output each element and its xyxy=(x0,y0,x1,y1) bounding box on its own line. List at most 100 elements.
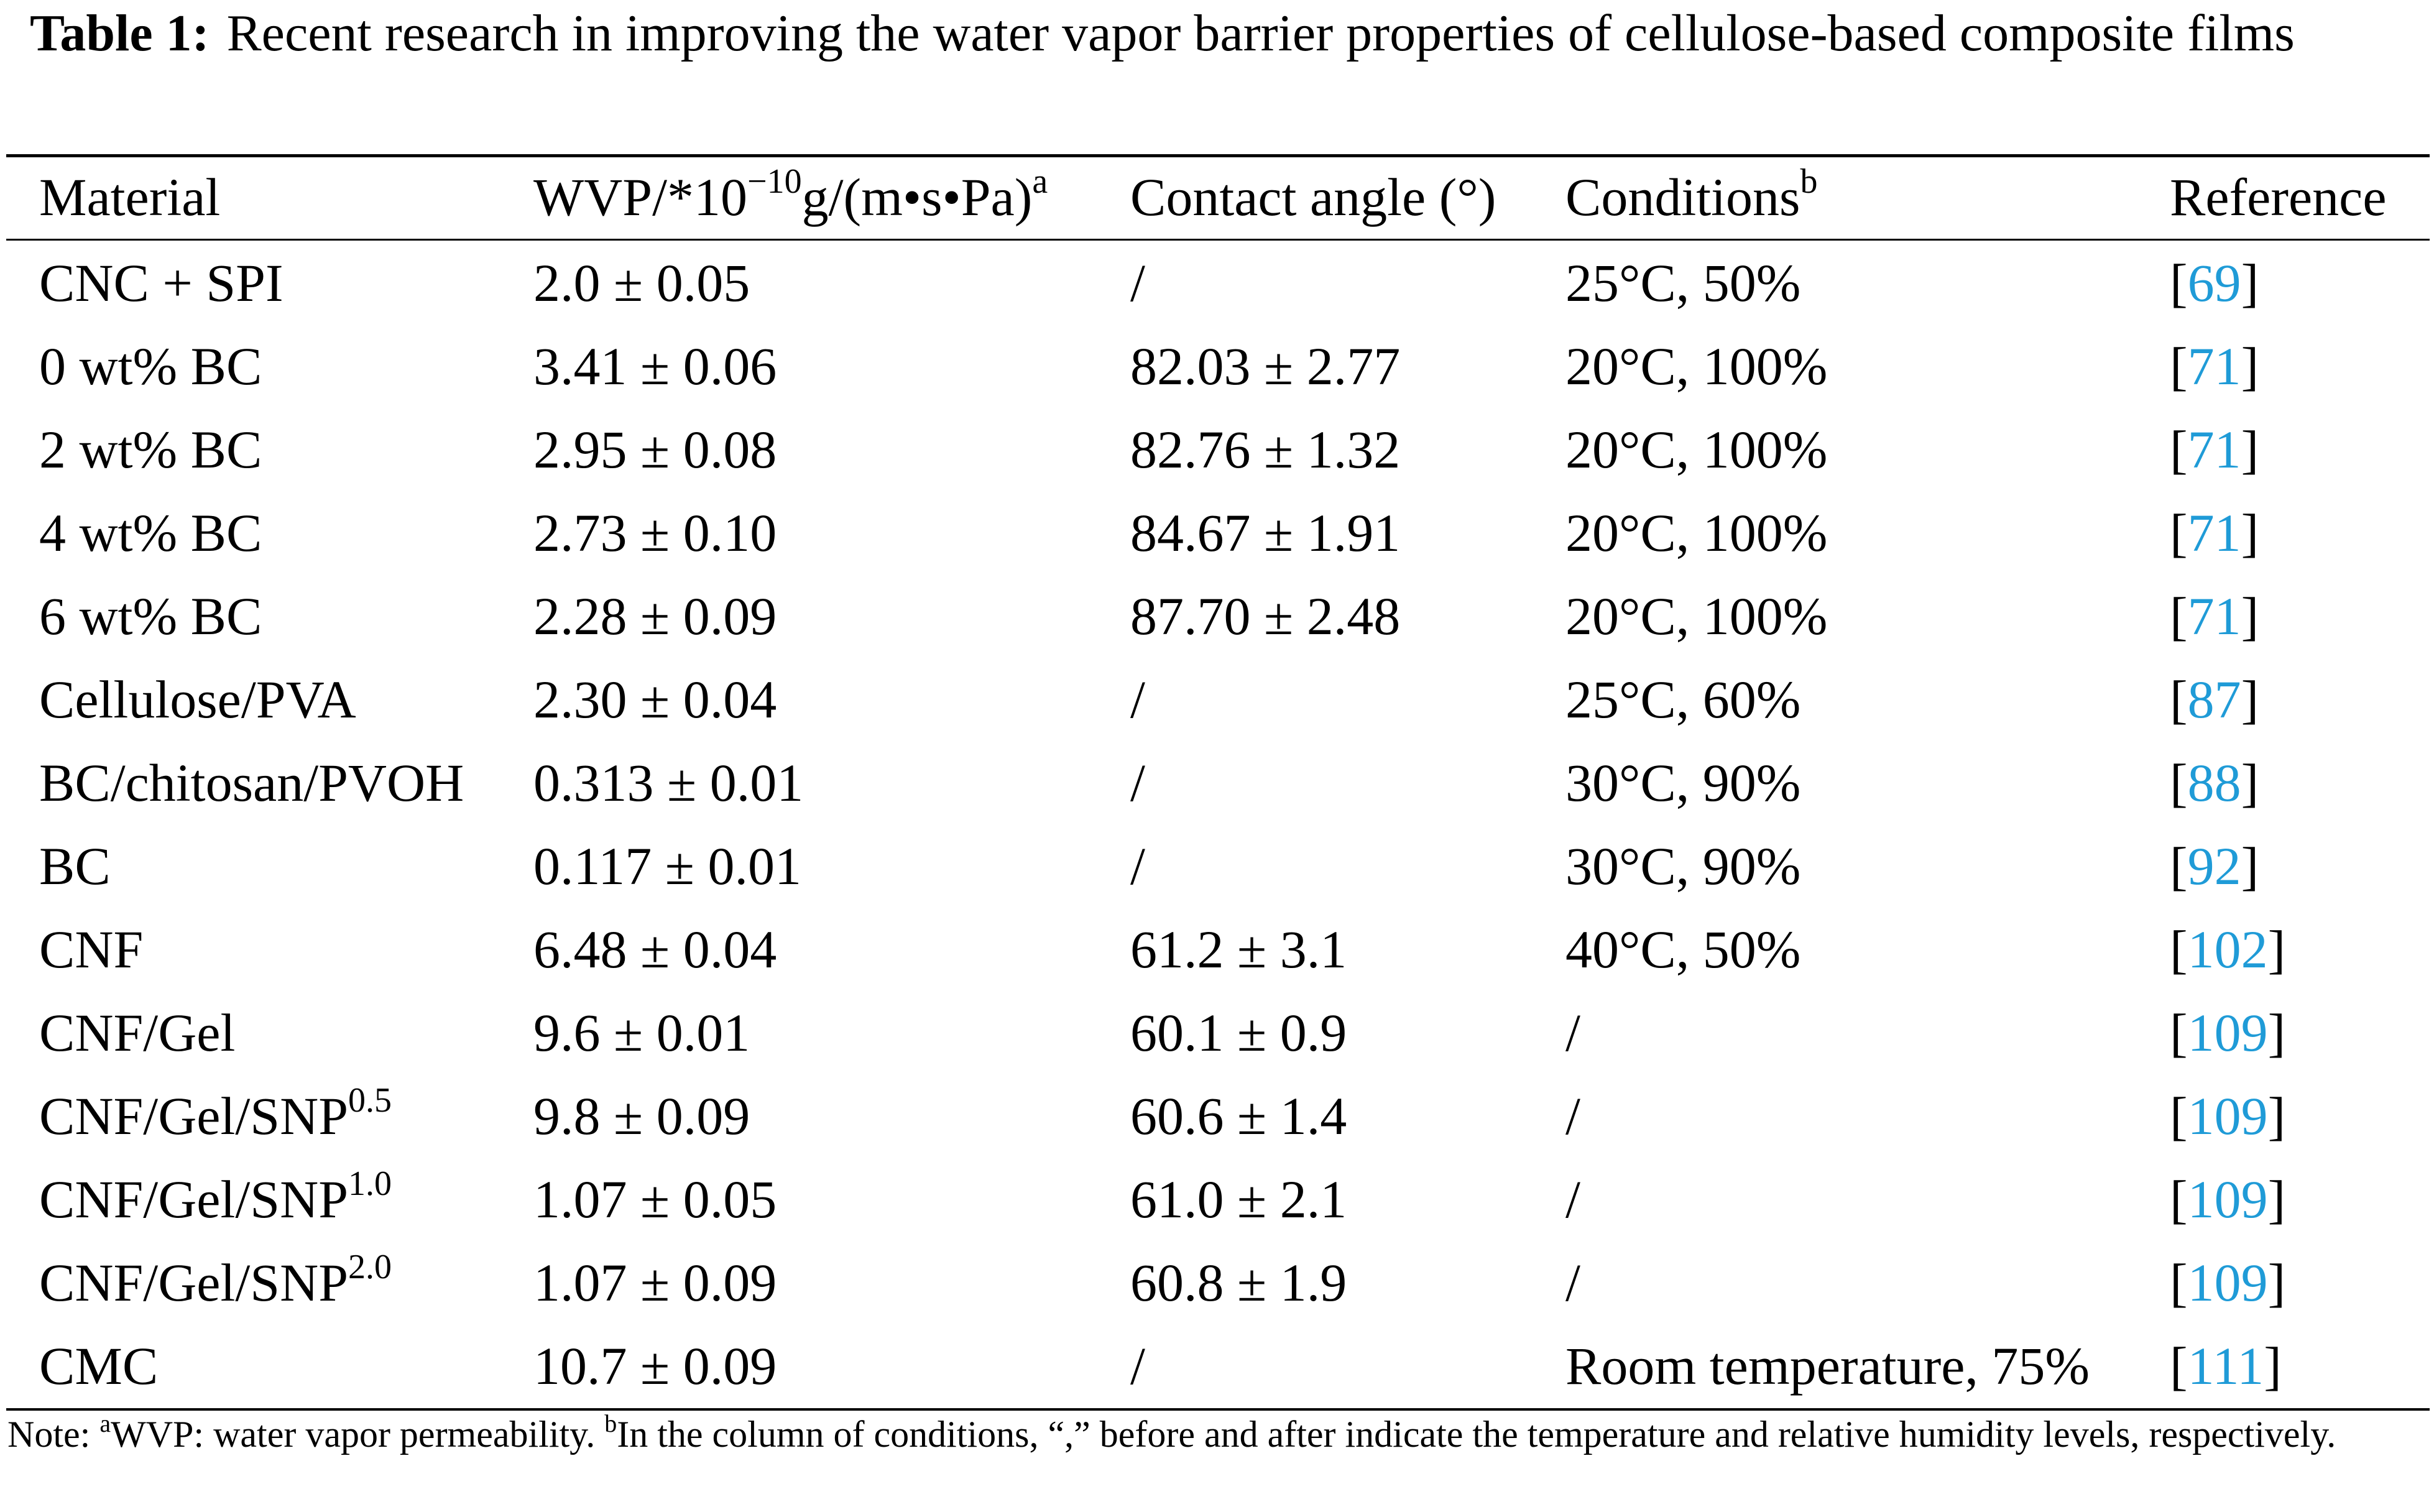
cell-wvp: 2.0 ± 0.05 xyxy=(533,253,750,313)
reference-close-bracket: ] xyxy=(2241,753,2259,813)
cell-material-text: CNC + SPI xyxy=(39,253,284,313)
cell-wvp: 3.41 ± 0.06 xyxy=(533,336,777,396)
reference-link[interactable]: 69 xyxy=(2187,253,2241,313)
note-b-text: In the column of conditions, “,” before … xyxy=(617,1414,2336,1455)
cell-material: CNF/Gel/SNP1.0 xyxy=(39,1158,392,1248)
reference-link[interactable]: 111 xyxy=(2187,1336,2264,1396)
cell-contact-angle: 60.6 ± 1.4 xyxy=(1130,1086,1347,1146)
reference-open-bracket: [ xyxy=(2170,586,2188,646)
header-reference: Reference xyxy=(2170,167,2387,227)
cell-wvp: 2.30 ± 0.04 xyxy=(533,670,777,729)
table-note: Note: aWVP: water vapor permeability. bI… xyxy=(7,1409,2429,1462)
cell-reference: [92] xyxy=(2170,824,2259,908)
cell-conditions: 25°C, 50% xyxy=(1565,253,1801,313)
reference-link[interactable]: 71 xyxy=(2187,336,2241,396)
cell-material: BC xyxy=(39,824,111,908)
reference-close-bracket: ] xyxy=(2241,586,2259,646)
table-row: CNF/Gel/SNP2.0 1.07 ± 0.09 60.8 ± 1.9 / [109… xyxy=(0,1241,2434,1324)
reference-open-bracket: [ xyxy=(2170,420,2188,479)
cell-material-text: CNF/Gel/SNP xyxy=(39,1169,349,1229)
table-row: CNF/Gel/SNP0.5 9.8 ± 0.09 60.6 ± 1.4 / [109] xyxy=(0,1074,2434,1158)
cell-contact-angle: / xyxy=(1130,253,1145,313)
reference-link[interactable]: 109 xyxy=(2187,1169,2268,1229)
table-row: 2 wt% BC 2.95 ± 0.08 82.76 ± 1.32 20°C, 100… xyxy=(0,408,2434,491)
table-row: BC 0.117 ± 0.01 / 30°C, 90% [92] xyxy=(0,824,2434,908)
note-b-mark: b xyxy=(604,1409,617,1437)
cell-material-text: BC/chitosan/PVOH xyxy=(39,753,464,813)
cell-wvp: 1.07 ± 0.09 xyxy=(533,1253,777,1312)
reference-link[interactable]: 109 xyxy=(2187,1253,2268,1312)
cell-material-text: Cellulose/PVA xyxy=(39,670,356,729)
reference-link[interactable]: 71 xyxy=(2187,503,2241,563)
cell-reference: [109] xyxy=(2170,1074,2285,1158)
cell-reference: [69] xyxy=(2170,241,2259,325)
cell-contact-angle: 60.8 ± 1.9 xyxy=(1130,1253,1347,1312)
table-header-row: Material WVP/*10−10g/(m•s•Pa)a Contact a… xyxy=(0,155,2434,239)
table-row: 0 wt% BC 3.41 ± 0.06 82.03 ± 2.77 20°C, 100… xyxy=(0,325,2434,408)
cell-conditions: / xyxy=(1565,1169,1580,1229)
reference-link[interactable]: 109 xyxy=(2187,1003,2268,1063)
cell-reference: [87] xyxy=(2170,658,2259,741)
cell-material-text: 6 wt% BC xyxy=(39,586,262,646)
cell-material-text: CMC xyxy=(39,1336,159,1396)
cell-conditions: 20°C, 100% xyxy=(1565,586,1828,646)
cell-reference: [71] xyxy=(2170,574,2259,658)
note-a-mark: a xyxy=(99,1409,111,1437)
cell-contact-angle: 61.0 ± 2.1 xyxy=(1130,1169,1347,1229)
cell-reference: [102] xyxy=(2170,908,2285,991)
reference-open-bracket: [ xyxy=(2170,503,2188,563)
cell-conditions: 40°C, 50% xyxy=(1565,920,1801,979)
reference-link[interactable]: 109 xyxy=(2187,1086,2268,1146)
reference-link[interactable]: 87 xyxy=(2187,670,2241,729)
reference-close-bracket: ] xyxy=(2241,336,2259,396)
cell-conditions: 20°C, 100% xyxy=(1565,336,1828,396)
reference-open-bracket: [ xyxy=(2170,670,2188,729)
reference-link[interactable]: 88 xyxy=(2187,753,2241,813)
table-row: CNF 6.48 ± 0.04 61.2 ± 3.1 40°C, 50% [102] xyxy=(0,908,2434,991)
table-row: CMC 10.7 ± 0.09 / Room temperature, 75% [111… xyxy=(0,1324,2434,1408)
cell-wvp: 10.7 ± 0.09 xyxy=(533,1336,777,1396)
cell-contact-angle: / xyxy=(1130,1336,1145,1396)
cell-reference: [111] xyxy=(2170,1324,2282,1408)
cell-material: 6 wt% BC xyxy=(39,574,262,658)
cell-reference: [109] xyxy=(2170,1241,2285,1324)
reference-close-bracket: ] xyxy=(2241,670,2259,729)
cell-reference: [88] xyxy=(2170,741,2259,824)
cell-wvp: 2.95 ± 0.08 xyxy=(533,420,777,479)
reference-open-bracket: [ xyxy=(2170,336,2188,396)
header-wvp-unit: g/(m•s•Pa) xyxy=(801,167,1033,227)
table-header-rule xyxy=(6,239,2430,241)
cell-material: Cellulose/PVA xyxy=(39,658,356,741)
reference-open-bracket: [ xyxy=(2170,1253,2188,1312)
reference-open-bracket: [ xyxy=(2170,920,2188,979)
reference-link[interactable]: 71 xyxy=(2187,420,2241,479)
reference-close-bracket: ] xyxy=(2267,1169,2286,1229)
cell-reference: [109] xyxy=(2170,1158,2285,1241)
cell-material-superscript: 1.0 xyxy=(348,1164,392,1203)
cell-contact-angle: 87.70 ± 2.48 xyxy=(1130,586,1401,646)
table-bottom-rule xyxy=(6,1408,2430,1411)
header-material: Material xyxy=(39,167,221,227)
cell-material: CNF/Gel xyxy=(39,991,235,1074)
reference-open-bracket: [ xyxy=(2170,1336,2188,1396)
cell-reference: [71] xyxy=(2170,408,2259,491)
table-row: CNF/Gel/SNP1.0 1.07 ± 0.05 61.0 ± 2.1 / [109… xyxy=(0,1158,2434,1241)
cell-conditions: / xyxy=(1565,1086,1580,1146)
cell-material-superscript: 2.0 xyxy=(348,1248,392,1286)
cell-wvp: 2.28 ± 0.09 xyxy=(533,586,777,646)
table-row: 6 wt% BC 2.28 ± 0.09 87.70 ± 2.48 20°C, 100… xyxy=(0,574,2434,658)
cell-conditions: 30°C, 90% xyxy=(1565,836,1801,896)
reference-link[interactable]: 71 xyxy=(2187,586,2241,646)
cell-contact-angle: 61.2 ± 3.1 xyxy=(1130,920,1347,979)
table-row: CNF/Gel 9.6 ± 0.01 60.1 ± 0.9 / [109] xyxy=(0,991,2434,1074)
table-row: BC/chitosan/PVOH 0.313 ± 0.01 / 30°C, 90% [8… xyxy=(0,741,2434,824)
cell-material-text: 2 wt% BC xyxy=(39,420,262,479)
cell-material-text: CNF xyxy=(39,920,144,979)
reference-link[interactable]: 102 xyxy=(2187,920,2268,979)
reference-close-bracket: ] xyxy=(2241,420,2259,479)
header-wvp: WVP/*10−10g/(m•s•Pa)a xyxy=(533,155,1048,246)
table-caption-label: Table 1: xyxy=(30,4,210,62)
reference-close-bracket: ] xyxy=(2264,1336,2282,1396)
reference-link[interactable]: 92 xyxy=(2187,836,2241,896)
table-caption-text: Recent research in improving the water v… xyxy=(226,4,2295,62)
